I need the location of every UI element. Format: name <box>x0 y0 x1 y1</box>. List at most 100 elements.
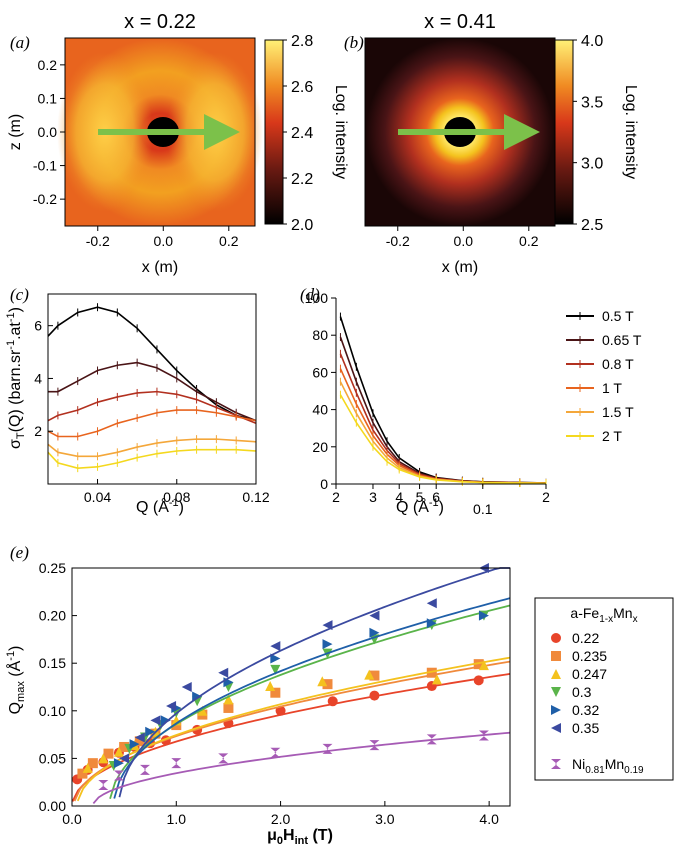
ytick-label-e: 0.10 <box>39 703 66 719</box>
series-d-0 <box>339 316 547 484</box>
data-point-e <box>473 675 484 686</box>
fit-curve-e-6 <box>92 731 511 804</box>
data-point-e <box>77 768 88 779</box>
ytick-label-c: 2 <box>34 423 42 439</box>
series-c-4 <box>47 438 257 458</box>
ytick-label-a: 0.2 <box>38 57 58 73</box>
data-point-e <box>369 610 380 621</box>
ytick-label-a: 0.0 <box>38 124 58 140</box>
data-point-e <box>103 748 114 759</box>
data-point-e <box>270 641 281 652</box>
legend-e-title: a-Fe1-xMnx <box>570 605 637 625</box>
colorbar-b-label: Log. intensity <box>622 85 639 179</box>
data-point-e <box>160 715 171 726</box>
title-a: x = 0.22 <box>124 11 196 33</box>
axes-b: -0.2 0.0 0.2 <box>386 226 539 249</box>
xlabel-b: x (m) <box>442 259 478 276</box>
xtick-label-c: 0.12 <box>242 489 269 505</box>
colorbar-tick-label-a: 2.0 <box>291 217 313 234</box>
data-point-e <box>551 723 561 733</box>
data-point-e <box>551 687 561 697</box>
data-point-e <box>478 730 489 741</box>
xtick-label-d: 0.1 <box>473 501 493 517</box>
data-point-e <box>551 759 561 769</box>
fit-curve-e-1 <box>73 660 511 802</box>
colorbar-tick-label-a: 2.8 <box>291 33 313 50</box>
colorbar-tick-label-b: 4.0 <box>581 33 603 50</box>
colorbar-a-bar <box>264 39 284 225</box>
ytick-label-c: 6 <box>34 318 42 334</box>
ytick-label-e: 0.15 <box>39 655 66 671</box>
colorbar-b-ticks: 4.0 3.5 3.0 2.5 <box>573 33 603 234</box>
data-point-e <box>223 694 234 705</box>
xtick-label-e: 3.0 <box>375 811 395 827</box>
data-point-e <box>171 758 182 769</box>
ytick-label-e: 0.20 <box>39 608 66 624</box>
ytick-label-e: 0.05 <box>39 750 66 766</box>
ylabel-c: σT(Q) (barn.sr-1.at-1) <box>5 307 27 449</box>
xtick-label-e: 1.0 <box>167 811 187 827</box>
heatmap-a <box>57 37 263 227</box>
data-point-e <box>322 679 333 690</box>
panel-label-c: (c) <box>10 285 29 304</box>
xtick-label-d: 2 <box>332 489 340 505</box>
panel-label-b: (b) <box>344 33 364 52</box>
ytick-label-e: 0.00 <box>39 798 66 814</box>
colorbar-a-ticks: 2.8 2.6 2.4 2.2 2.0 <box>283 33 313 234</box>
data-point-e <box>129 739 140 750</box>
fit-curve-e-5 <box>118 567 510 798</box>
xtick-label-e: 0.0 <box>62 811 82 827</box>
ytick-label-d: 80 <box>312 327 328 343</box>
data-point-e <box>181 682 192 692</box>
data-point-e <box>270 687 281 698</box>
legend-e-label: 0.32 <box>572 702 599 718</box>
data-point-e <box>322 743 333 754</box>
data-point-e <box>113 770 124 781</box>
xlabel-e: μ0Hint (T) <box>267 827 333 846</box>
xtick-label-a: 0.2 <box>219 233 239 249</box>
plot-c: 0.04 0.08 0.12 2 4 6 <box>34 293 270 505</box>
data-point-e <box>134 732 145 743</box>
data-point-e <box>478 660 489 671</box>
title-b: x = 0.41 <box>424 11 496 33</box>
data-point-e <box>150 715 161 726</box>
data-point-e <box>432 674 442 685</box>
colorbar-a-label: Log. intensity <box>332 85 349 179</box>
legend-d: 0.5 T 0.65 T 0.8 T 1 T 1.5 T 2 T <box>566 308 642 444</box>
ytick-label-e: 0.25 <box>39 560 66 576</box>
data-point-e <box>134 736 145 747</box>
data-point-e <box>426 618 437 629</box>
data-point-e <box>551 633 561 643</box>
xtick-label-b: 0.0 <box>454 233 474 249</box>
legend-e-label: 0.35 <box>572 720 599 736</box>
data-point-e <box>166 701 177 712</box>
data-point-e <box>113 746 124 757</box>
data-point-e <box>265 681 276 692</box>
ytick-label-d: 20 <box>312 439 328 455</box>
xtick-label-e: 4.0 <box>479 811 499 827</box>
series-c-0 <box>47 306 257 422</box>
data-point-e <box>426 667 437 678</box>
panel-label-a: (a) <box>10 33 30 52</box>
series-c-3 <box>47 409 257 438</box>
data-point-e <box>426 734 437 745</box>
xtick-label-a: -0.2 <box>86 233 110 249</box>
colorbar-tick-label-b: 2.5 <box>581 217 603 234</box>
data-point-e <box>270 653 281 664</box>
xtick-label-d: 4 <box>395 489 403 505</box>
series-c-2 <box>47 390 257 425</box>
fit-curve-e-0 <box>71 673 511 802</box>
data-point-e <box>551 705 561 715</box>
heatmap-b <box>364 37 556 227</box>
data-point-e <box>369 740 380 751</box>
legend-e-label: 0.235 <box>572 648 607 664</box>
data-point-e <box>270 747 281 758</box>
colorbar-tick-label-a: 2.4 <box>291 125 313 142</box>
data-point-e <box>145 726 156 737</box>
xlabel-c: Q (Å-1) <box>136 497 184 516</box>
panel-label-d: (d) <box>300 285 320 304</box>
axes-a: -0.2 0.0 0.2 0.2 0.1 0.0 -0.1 -0.2 <box>33 57 239 249</box>
data-point-e <box>327 696 338 707</box>
colorbar-b-bar <box>554 39 574 225</box>
